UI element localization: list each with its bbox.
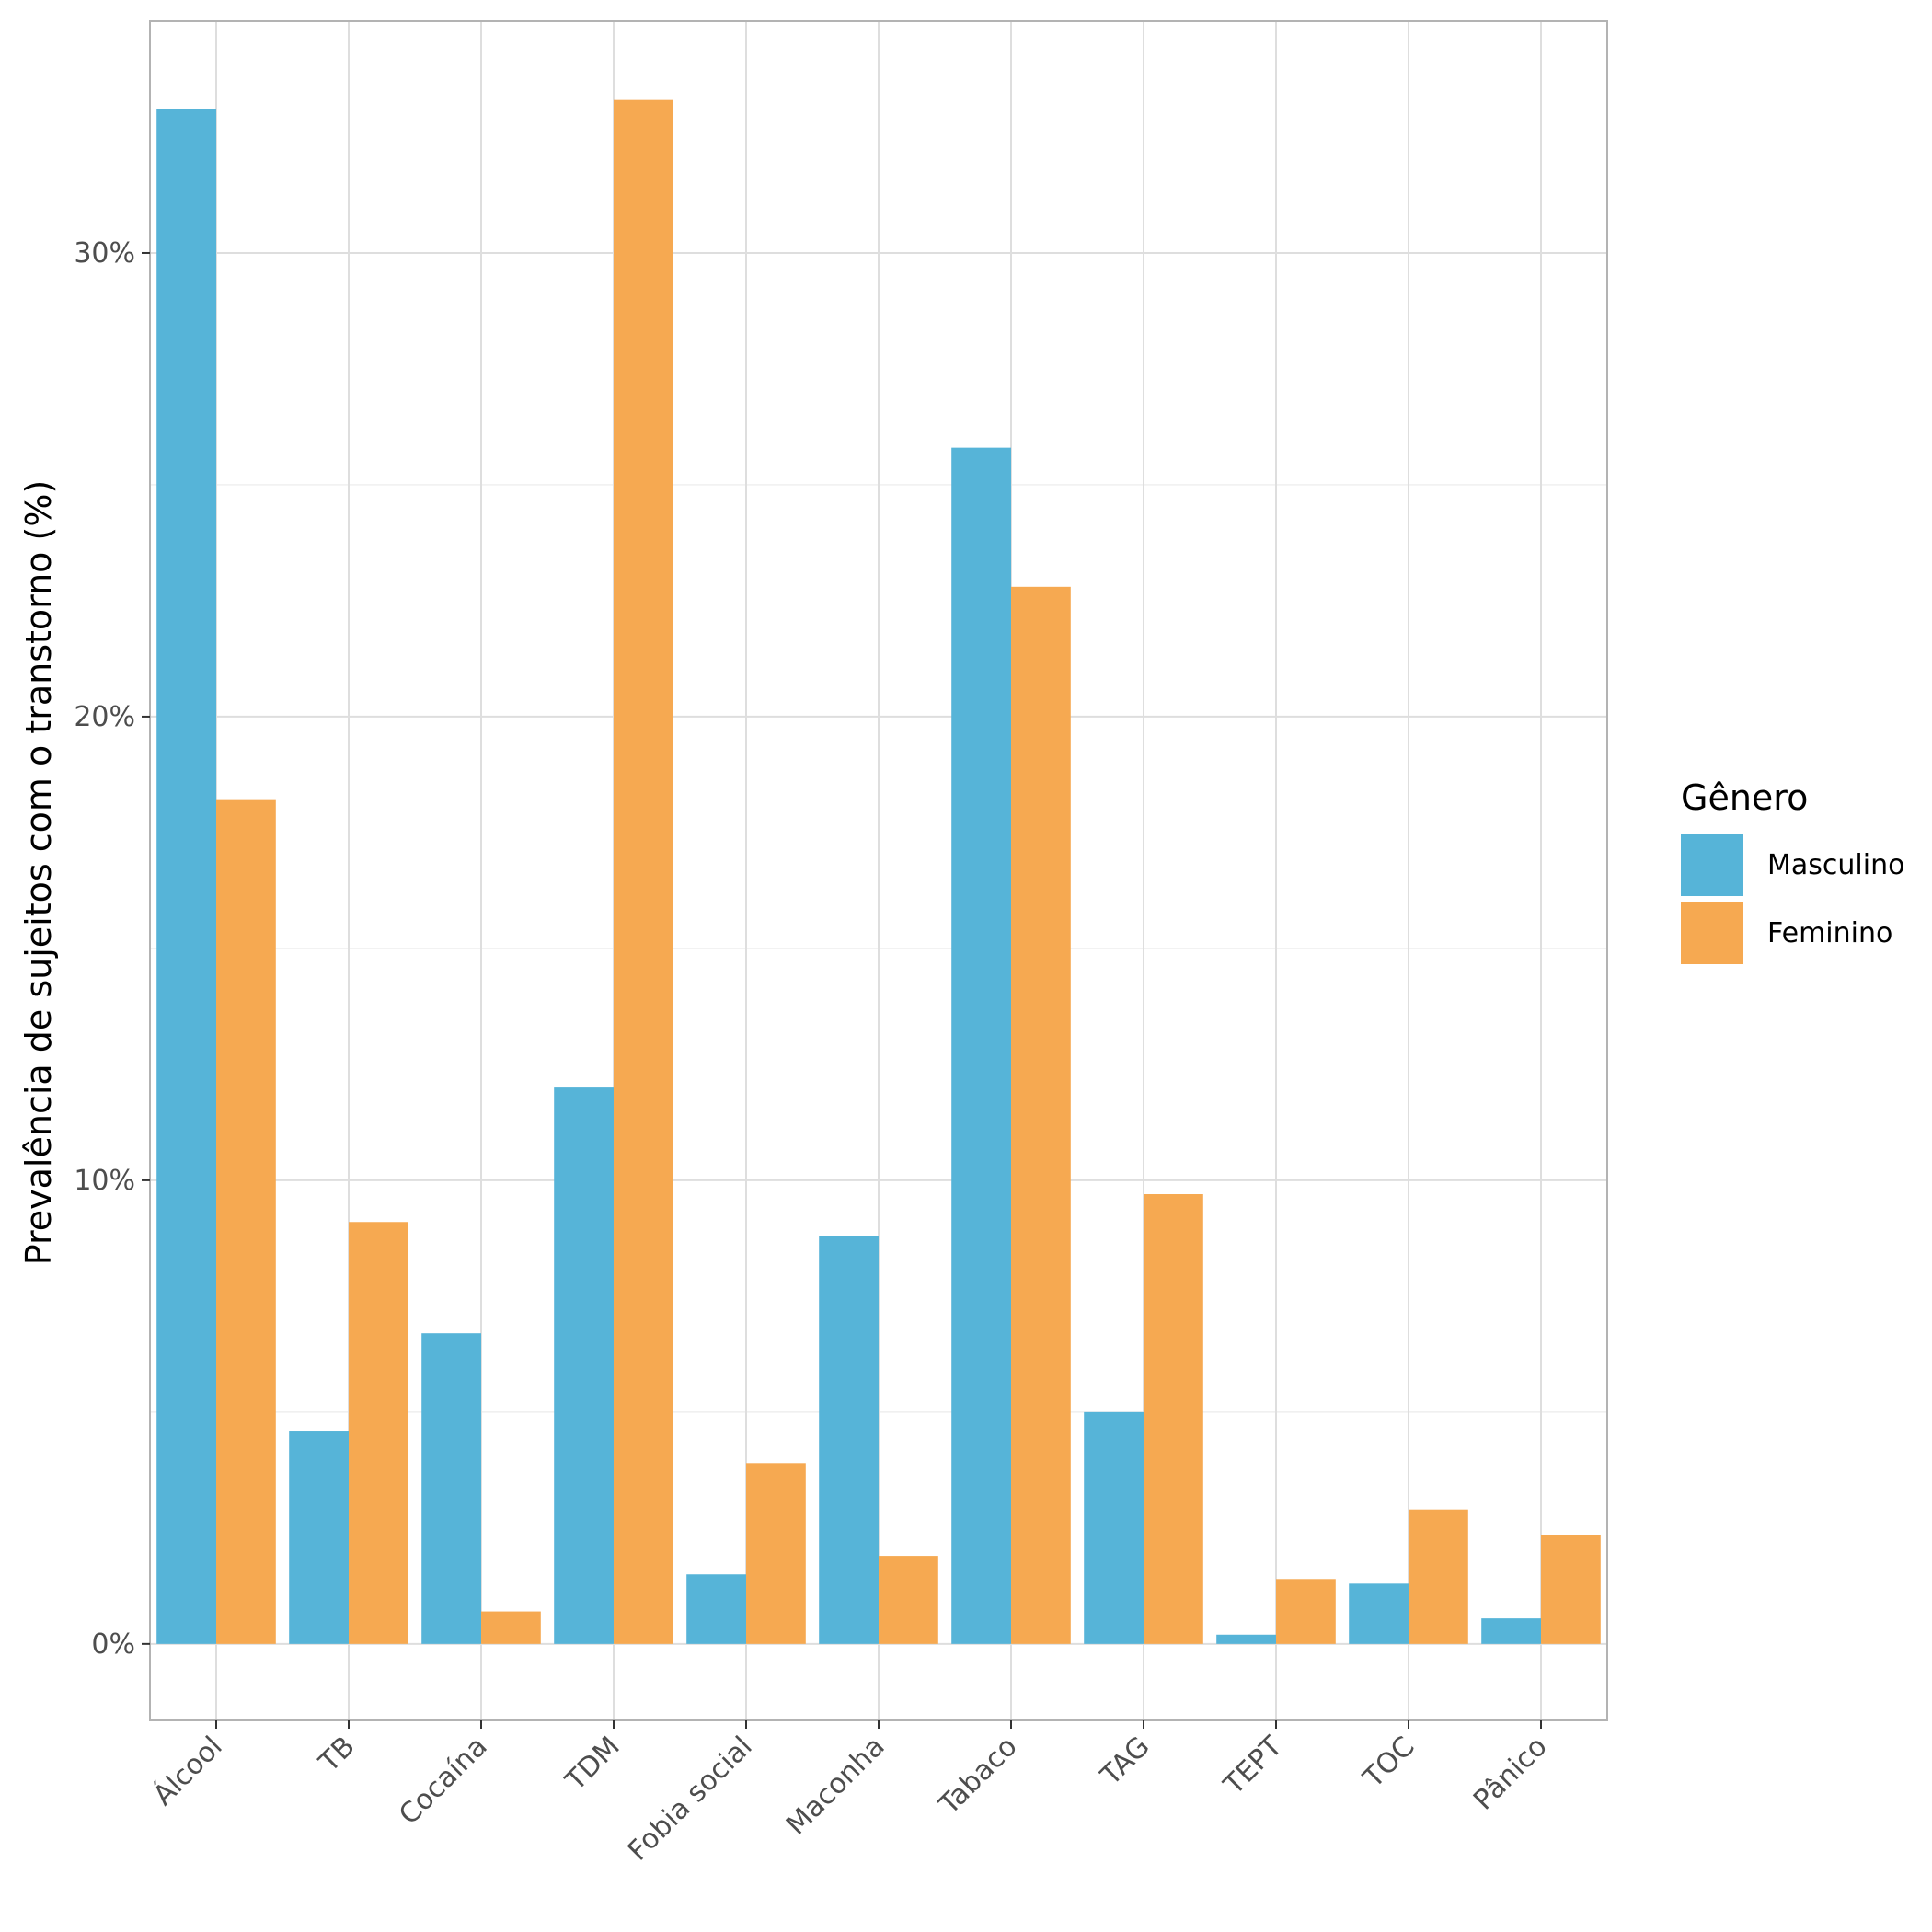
bar-feminino bbox=[746, 1463, 806, 1644]
x-tick-label: Fobia social bbox=[622, 1731, 759, 1868]
bar-feminino bbox=[1011, 586, 1071, 1644]
bar-masculino bbox=[1216, 1634, 1276, 1644]
x-tick-label: TB bbox=[313, 1731, 362, 1779]
x-tick-label: Cocaína bbox=[393, 1731, 494, 1832]
bar-feminino bbox=[879, 1556, 938, 1644]
bar-feminino bbox=[481, 1611, 541, 1644]
bar-layer bbox=[156, 99, 1601, 1644]
x-tick-label: Maconha bbox=[780, 1731, 891, 1842]
bar-masculino bbox=[156, 109, 216, 1644]
bar-feminino bbox=[1541, 1535, 1601, 1644]
y-tick-label: 20% bbox=[74, 701, 135, 733]
legend-label-feminino: Feminino bbox=[1767, 917, 1892, 949]
bar-feminino bbox=[349, 1222, 408, 1644]
x-tick-label: Pânico bbox=[1467, 1731, 1554, 1817]
legend-key-masculino bbox=[1681, 834, 1743, 896]
y-tick-label: 10% bbox=[74, 1165, 135, 1197]
bar-masculino bbox=[1481, 1618, 1541, 1644]
y-tick-label: 0% bbox=[91, 1628, 135, 1661]
bar-feminino bbox=[1276, 1579, 1336, 1644]
y-tick-label: 30% bbox=[74, 237, 135, 270]
bar-masculino bbox=[951, 447, 1011, 1644]
x-tick-label: TOC bbox=[1357, 1731, 1421, 1795]
x-tick-label: Tabaco bbox=[933, 1731, 1024, 1822]
x-tick-label: TDM bbox=[559, 1731, 627, 1798]
x-tick-label: TEPT bbox=[1217, 1730, 1289, 1801]
x-tick-label: Álcool bbox=[146, 1730, 228, 1811]
legend-key-feminino bbox=[1681, 902, 1743, 964]
bar-feminino bbox=[1144, 1194, 1203, 1644]
bar-masculino bbox=[1349, 1583, 1409, 1644]
legend-title: Gênero bbox=[1681, 777, 1808, 818]
bar-feminino bbox=[614, 99, 673, 1644]
x-tick-label: TAG bbox=[1094, 1731, 1156, 1792]
legend-label-masculino: Masculino bbox=[1767, 849, 1904, 881]
legend: Gênero Masculino Feminino bbox=[1681, 777, 1904, 964]
bar-masculino bbox=[1084, 1411, 1144, 1644]
bar-masculino bbox=[819, 1236, 879, 1644]
bar-masculino bbox=[554, 1087, 614, 1644]
bar-feminino bbox=[1409, 1509, 1468, 1644]
bar-feminino bbox=[216, 799, 276, 1644]
y-axis-title: Prevalência de sujeitos com o transtorno… bbox=[18, 480, 59, 1266]
bar-masculino bbox=[686, 1574, 746, 1644]
bar-masculino bbox=[289, 1431, 349, 1644]
bar-masculino bbox=[421, 1333, 481, 1644]
